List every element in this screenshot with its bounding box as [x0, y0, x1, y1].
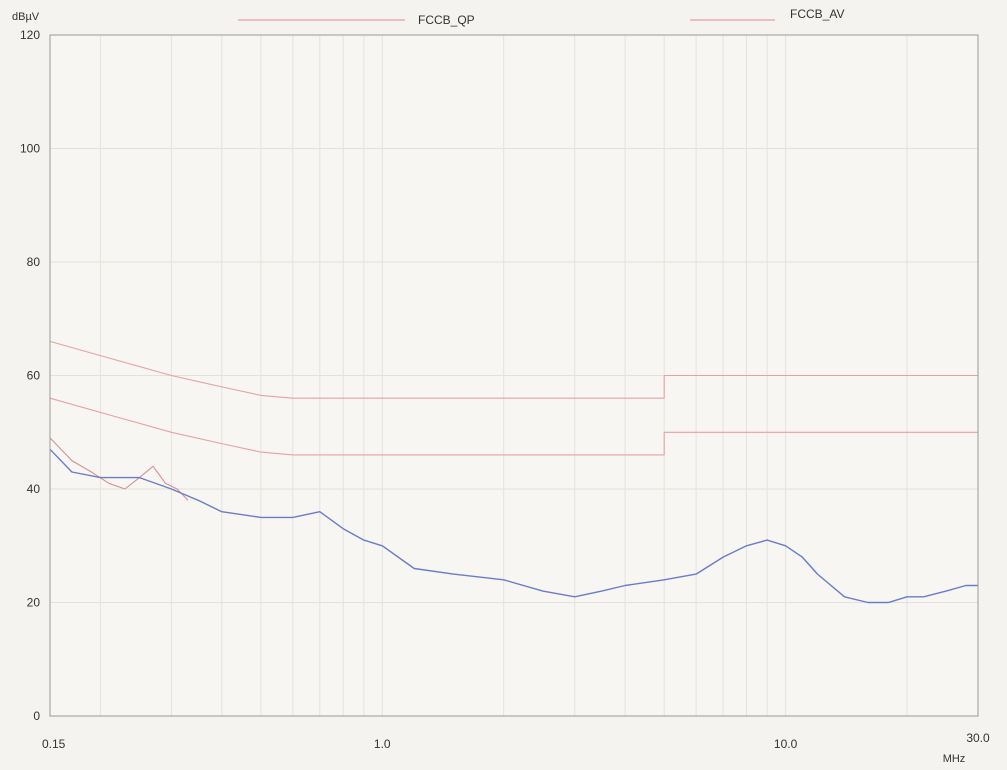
y-tick-label: 80: [27, 255, 41, 269]
x-unit-label: MHz: [943, 753, 966, 765]
series-line-2: [49, 397, 978, 456]
y-tick-label: 100: [20, 142, 40, 156]
legend: FCCB_QP FCCB_AV: [238, 7, 844, 27]
x-tick-label: 10.0: [774, 737, 798, 751]
y-tick-label: 40: [27, 482, 41, 496]
y-tick-label: 20: [27, 596, 41, 610]
legend-label: FCCB_QP: [418, 13, 475, 27]
y-ticks: 0 20 40 60 80 100 120: [20, 28, 40, 723]
y-unit-label: dBµV: [12, 11, 40, 23]
y-tick-label: 0: [33, 709, 40, 723]
y-tick-label: 60: [27, 369, 41, 383]
legend-label: FCCB_AV: [790, 7, 844, 21]
x-tick-label: 30.0: [966, 731, 990, 745]
x-ticks: 0.15 1.0 10.0 30.0: [42, 731, 990, 751]
series-line-1: [49, 340, 978, 399]
plot-frame: [49, 34, 979, 717]
series-line-4: [49, 448, 978, 604]
series-line-3: [49, 437, 189, 501]
x-tick-label: 0.15: [42, 737, 66, 751]
series-lines: [49, 340, 978, 604]
x-tick-label: 1.0: [374, 737, 391, 751]
y-tick-label: 120: [20, 28, 40, 42]
